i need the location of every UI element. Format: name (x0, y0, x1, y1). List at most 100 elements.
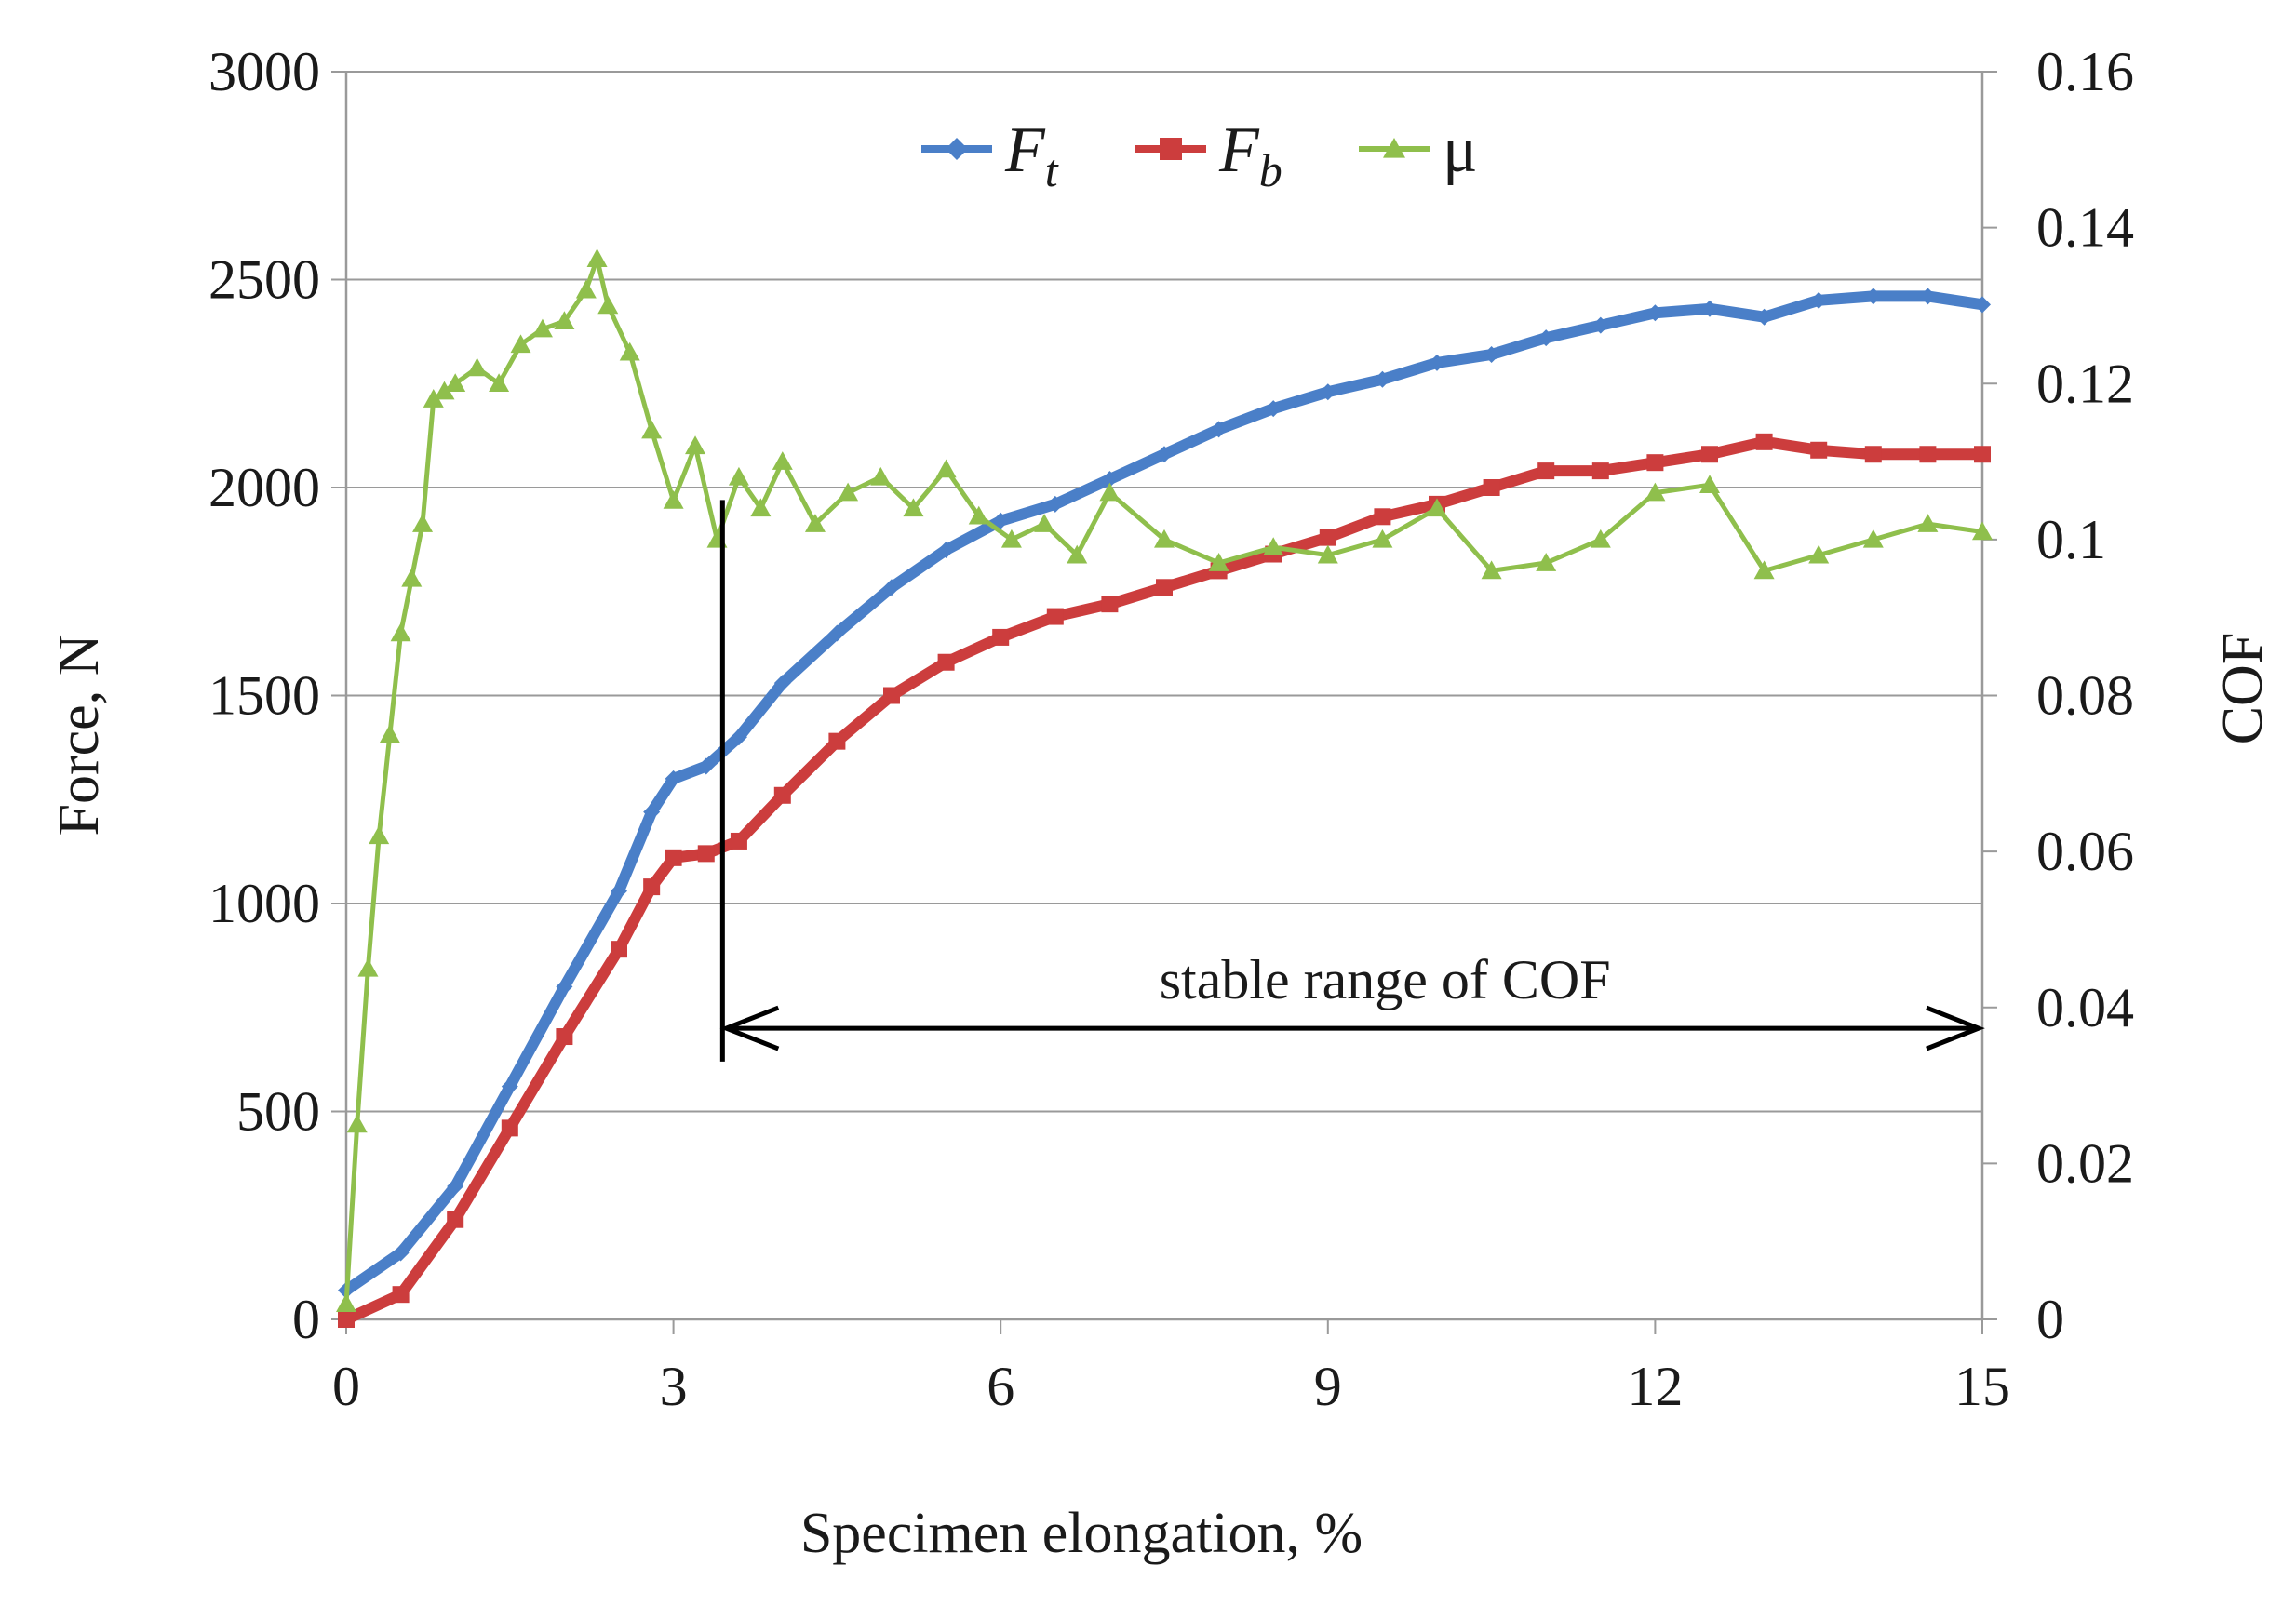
y2-tick-label: 0.1 (2036, 509, 2106, 570)
data-point (575, 279, 597, 299)
data-point (828, 732, 846, 750)
data-point (586, 248, 608, 267)
data-point (992, 628, 1010, 646)
data-point (1210, 421, 1228, 438)
data-point (412, 514, 434, 532)
legend-swatch-marker (1160, 138, 1182, 160)
data-point (641, 420, 663, 439)
x-tick-label: 0 (332, 1356, 360, 1417)
data-point (1156, 446, 1173, 463)
y2-tick-label: 0.12 (2036, 353, 2134, 414)
data-point (1156, 579, 1173, 596)
data-point (883, 579, 900, 596)
legend-entry-ft: Ft (921, 114, 1059, 196)
data-point (1374, 508, 1391, 526)
data-point (685, 435, 706, 455)
annotations: stable range of COF (719, 500, 1985, 1062)
data-point (1917, 514, 1939, 532)
y2-tick-label: 0.02 (2036, 1132, 2134, 1194)
data-point (643, 878, 661, 896)
y2-tick-label: 0.16 (2036, 41, 2134, 102)
data-point (423, 389, 444, 408)
data-point (1810, 441, 1828, 459)
legend-label: Ft (1004, 114, 1059, 196)
data-point (1974, 446, 1991, 463)
data-point (357, 957, 379, 977)
data-point (1753, 560, 1775, 580)
data-point (772, 451, 793, 470)
data-point (1701, 446, 1718, 463)
data-point (870, 466, 892, 486)
x-tick-label: 6 (987, 1356, 1014, 1417)
data-point (1429, 354, 1445, 371)
data-point (773, 675, 791, 692)
y2-tick-label: 0.06 (2036, 821, 2134, 882)
data-point (1974, 296, 1991, 314)
data-point (392, 1244, 410, 1262)
data-point (1101, 596, 1119, 613)
data-point (556, 978, 573, 996)
data-point (597, 295, 619, 315)
data-point (531, 318, 553, 338)
data-point (643, 803, 661, 821)
data-point (510, 334, 531, 354)
y-tick-label: 3000 (208, 41, 320, 102)
data-point (1591, 316, 1609, 334)
data-point (1265, 400, 1282, 418)
data-point (1034, 514, 1055, 532)
data-point (447, 1177, 464, 1195)
data-point (1263, 537, 1284, 556)
data-point (1046, 495, 1064, 513)
data-point (1537, 462, 1555, 480)
data-point (501, 1119, 518, 1137)
data-point (336, 1293, 356, 1313)
data-point (1864, 288, 1882, 305)
data-point (1483, 479, 1500, 496)
series-mu (336, 248, 1993, 1313)
data-point (1646, 454, 1664, 472)
data-point (665, 849, 682, 866)
data-point (1646, 304, 1664, 322)
legend-swatch-marker (946, 138, 968, 160)
data-point (1536, 553, 1557, 571)
series-fb (338, 433, 1991, 1328)
data-point (1317, 544, 1338, 564)
data-point (392, 1286, 410, 1304)
y2-tick-label: 0.04 (2036, 977, 2134, 1038)
x-tick-label: 12 (1627, 1356, 1683, 1417)
data-point (501, 1077, 518, 1095)
series (336, 248, 1993, 1328)
legend-entry-fb: Fb (1135, 114, 1282, 196)
legend: Ft Fb μ (921, 114, 1478, 196)
data-point (379, 724, 400, 743)
y-tick-label: 0 (292, 1289, 320, 1350)
data-point (369, 825, 390, 845)
data-point (611, 882, 627, 900)
legend-label-sub: b (1259, 144, 1282, 196)
data-point (390, 622, 411, 642)
data-point (1701, 300, 1718, 317)
data-point (1972, 521, 1993, 541)
y2-tick-label: 0.08 (2036, 665, 2134, 727)
data-point (1537, 329, 1555, 347)
y-tick-label: 500 (236, 1081, 320, 1143)
y-tick-label: 2500 (208, 249, 320, 311)
data-point (447, 1211, 464, 1228)
data-point (466, 357, 488, 377)
legend-label-sub: t (1045, 144, 1059, 196)
y-tick-label: 2000 (208, 457, 320, 518)
data-point (338, 1311, 355, 1328)
y2-axis-title: COF (2211, 633, 2275, 745)
data-point (937, 542, 955, 559)
data-point (1101, 471, 1119, 488)
data-point (1699, 475, 1720, 494)
data-point (937, 653, 955, 671)
data-point (1755, 308, 1773, 326)
data-point (1319, 529, 1336, 546)
data-point (611, 941, 627, 958)
data-point (992, 512, 1010, 529)
x-tick-label: 3 (660, 1356, 688, 1417)
y-axis-title: Force, N (47, 635, 111, 836)
legend-label: μ (1443, 114, 1478, 186)
data-point (1372, 529, 1393, 548)
